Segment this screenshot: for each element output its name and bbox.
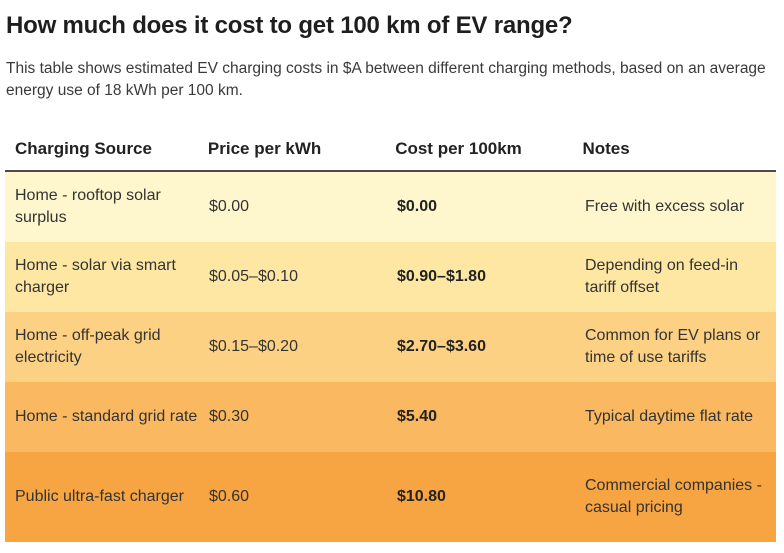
row-price: $0.05–$0.10 [209, 268, 298, 285]
row-notes: Free with excess solar [585, 198, 745, 215]
row-notes: Typical daytime flat rate [585, 408, 754, 425]
cost-table: Charging Source Price per kWh Cost per 1… [5, 128, 776, 542]
row-source: Home - solar via smart charger [15, 257, 176, 296]
column-header-notes: Notes [582, 139, 630, 158]
table-body: Home - rooftop solar surplus $0.00 $0.00 Fr… [5, 172, 776, 542]
row-price: $0.00 [209, 198, 250, 215]
column-header-source: Charging Source [15, 139, 152, 158]
table-row: Public ultra-fast charger $0.60 $10.80 Comm… [5, 452, 776, 542]
row-source: Home - rooftop solar surplus [15, 187, 161, 226]
table-row: Home - standard grid rate $0.30 $5.40 Typic… [5, 382, 776, 452]
chart-subtitle: This table shows estimated EV charging c… [6, 60, 766, 99]
row-source: Home - standard grid rate [15, 408, 198, 425]
row-cost: $0.00 [397, 198, 438, 215]
row-price: $0.60 [209, 488, 250, 505]
row-notes: Depending on feed-in tariff offset [585, 257, 739, 296]
table-row: Home - solar via smart charger $0.05–$0.1… [5, 242, 776, 312]
table-row: Home - off-peak grid electricity $0.15–$0… [5, 312, 776, 382]
row-cost: $0.90–$1.80 [397, 268, 486, 285]
row-cost: $10.80 [397, 488, 446, 505]
column-header-price: Price per kWh [207, 139, 322, 158]
row-source: Public ultra-fast charger [15, 488, 184, 505]
row-cost: $5.40 [397, 408, 438, 425]
chart-title: How much does it cost to get 100 km of E… [6, 12, 573, 39]
table-header: Charging Source Price per kWh Cost per 1… [5, 128, 776, 172]
table-row: Home - rooftop solar surplus $0.00 $0.00 Fr… [5, 172, 776, 242]
row-cost: $2.70–$3.60 [397, 338, 486, 355]
row-notes: Common for EV plans or time of use tarif… [585, 327, 761, 366]
row-price: $0.30 [209, 408, 250, 425]
row-source: Home - off-peak grid electricity [15, 327, 161, 366]
row-notes: Commercial companies - casual pricing [585, 477, 762, 516]
column-header-cost: Cost per 100km [395, 139, 522, 158]
row-price: $0.15–$0.20 [209, 338, 298, 355]
